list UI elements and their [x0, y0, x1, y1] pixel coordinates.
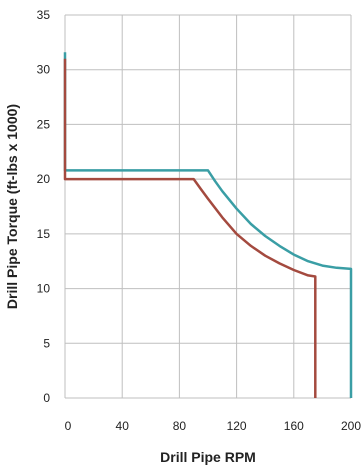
series-2-line	[63, 58, 317, 398]
y-tick-label: 0	[43, 391, 50, 405]
y-tick-label: 5	[43, 336, 50, 350]
x-tick-label: 40	[116, 419, 130, 433]
y-axis-title: Drill Pipe Torque (ft-lbs x 1000)	[4, 104, 20, 309]
x-tick-label: 80	[173, 419, 187, 433]
y-tick-label: 20	[37, 172, 51, 186]
series-layer	[63, 52, 353, 398]
y-tick-label: 15	[37, 227, 51, 241]
x-tick-label: 0	[65, 419, 72, 433]
y-tick-label: 10	[37, 282, 51, 296]
series-1-line	[63, 52, 353, 398]
y-tick-label: 25	[37, 117, 51, 131]
x-tick-label: 200	[341, 419, 361, 433]
y-tick-label: 35	[37, 8, 51, 22]
x-tick-label: 120	[227, 419, 247, 433]
y-tick-label: 30	[37, 63, 51, 77]
tick-labels: 0 40 80 120 160 200 0 5 10 15 20 25 30 35	[37, 8, 361, 433]
grid	[64, 14, 352, 399]
x-tick-label: 160	[284, 419, 304, 433]
x-axis-title: Drill Pipe RPM	[160, 449, 256, 465]
